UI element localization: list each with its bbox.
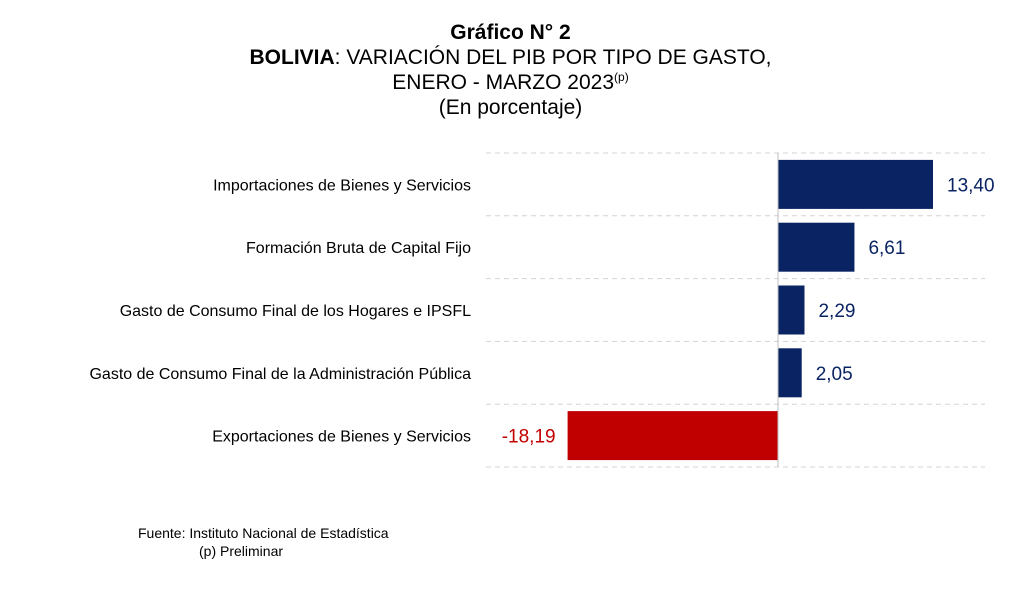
chart-period-text: ENERO - MARZO 2023 — [392, 71, 615, 94]
chart-footer: Fuente: Instituto Nacional de Estadístic… — [138, 524, 389, 560]
chart-period: ENERO - MARZO 2023(p) — [0, 70, 1021, 95]
chart-title-country: BOLIVIA — [249, 46, 335, 69]
chart-title-text: : VARIACIÓN DEL PIB POR TIPO DE GASTO, — [334, 46, 772, 69]
bar — [567, 411, 778, 461]
data-label: 2,29 — [818, 301, 855, 322]
chart-units: (En porcentaje) — [438, 96, 583, 119]
preliminary-note: (p) Preliminar — [199, 543, 284, 559]
bar — [778, 285, 805, 335]
data-label: -18,19 — [502, 427, 556, 448]
chart-title-block: Gráfico N° 2 BOLIVIA: VARIACIÓN DEL PIB … — [0, 20, 1021, 120]
chart-number: Gráfico N° 2 — [450, 21, 571, 44]
source-note: Fuente: Instituto Nacional de Estadístic… — [138, 525, 389, 541]
gridlines — [486, 152, 985, 468]
bars — [567, 159, 933, 461]
bar — [778, 222, 855, 272]
category-label: Formación Bruta de Capital Fijo — [246, 240, 471, 257]
bar — [778, 348, 802, 398]
bar — [778, 159, 933, 209]
chart-title: BOLIVIA: VARIACIÓN DEL PIB POR TIPO DE G… — [0, 45, 1021, 70]
category-label: Gasto de Consumo Final de la Administrac… — [89, 366, 471, 383]
labels: Importaciones de Bienes y Servicios 13,40… — [89, 175, 994, 447]
category-label: Importaciones de Bienes y Servicios — [213, 177, 471, 194]
data-label: 2,05 — [816, 364, 853, 385]
category-label: Gasto de Consumo Final de los Hogares e … — [120, 303, 471, 320]
data-label: 13,40 — [947, 175, 995, 196]
data-label: 6,61 — [868, 238, 905, 259]
chart-period-note: (p) — [614, 70, 629, 84]
category-label: Exportaciones de Bienes y Servicios — [212, 429, 471, 446]
